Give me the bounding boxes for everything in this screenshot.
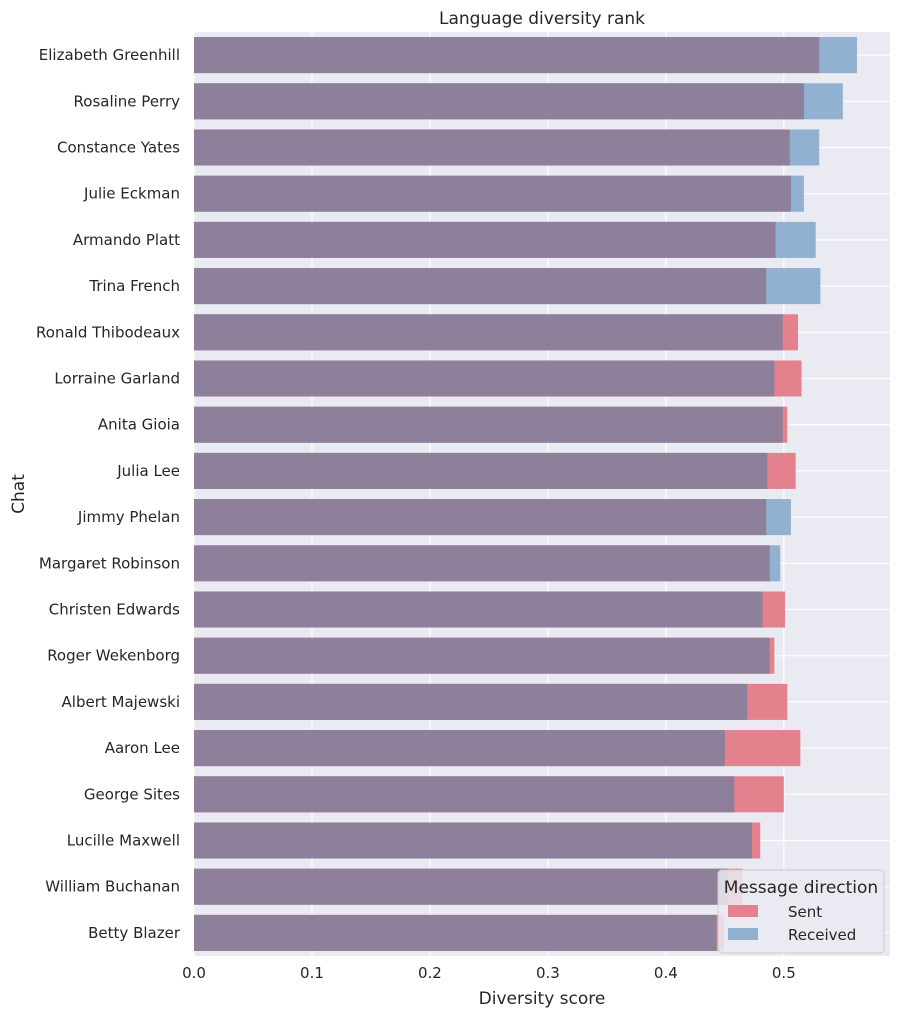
- bar-sent: [194, 545, 770, 582]
- bar-sent: [194, 221, 776, 258]
- bar-sent: [194, 175, 791, 212]
- bar-received: [194, 314, 783, 351]
- y-tick-label: Julia Lee: [116, 462, 180, 480]
- y-tick-labels: Elizabeth Greenhill Rosaline Perry Constan…: [36, 46, 181, 942]
- y-axis-title: Chat: [9, 474, 29, 514]
- y-tick-label: Betty Blazer: [88, 924, 181, 942]
- x-tick-label: 0.2: [418, 964, 442, 982]
- bar-received: [194, 406, 783, 443]
- bar-received: [194, 868, 729, 905]
- y-tick-label: Rosaline Perry: [74, 92, 181, 110]
- x-tick-label: 0.0: [182, 964, 206, 982]
- y-tick-label: Armando Platt: [73, 231, 180, 249]
- x-tick-labels: 0.0 0.1 0.2 0.3 0.4 0.5: [182, 964, 796, 982]
- legend-title: Message direction: [724, 878, 878, 898]
- bar-received: [194, 822, 752, 859]
- legend: Message direction Sent Received: [717, 869, 885, 954]
- y-tick-label: Elizabeth Greenhill: [39, 46, 180, 64]
- y-tick-label: Aaron Lee: [105, 739, 180, 757]
- x-tick-label: 0.3: [536, 964, 560, 982]
- y-tick-label: Christen Edwards: [49, 601, 180, 619]
- legend-box: [717, 869, 885, 954]
- y-tick-label: Roger Wekenborg: [47, 647, 180, 665]
- y-tick-label: Lorraine Garland: [54, 370, 180, 388]
- y-tick-label: Constance Yates: [57, 139, 180, 157]
- legend-label-received: Received: [788, 926, 856, 944]
- y-tick-label: Margaret Robinson: [39, 554, 180, 572]
- bar-received: [194, 452, 768, 489]
- plot-background: [194, 32, 890, 956]
- bars-group: [194, 37, 857, 951]
- bar-received: [194, 591, 763, 628]
- x-tick-label: 0.4: [654, 964, 678, 982]
- y-tick-label: Albert Majewski: [62, 693, 180, 711]
- legend-swatch-received: [728, 928, 758, 940]
- y-tick-label: Jimmy Phelan: [77, 508, 180, 526]
- x-tick-label: 0.1: [300, 964, 324, 982]
- y-tick-label: Julie Eckman: [83, 185, 180, 203]
- y-tick-label: Ronald Thibodeaux: [36, 323, 180, 341]
- bar-sent: [194, 499, 767, 536]
- y-tick-label: William Buchanan: [45, 878, 180, 896]
- y-tick-label: Lucille Maxwell: [67, 832, 180, 850]
- chart-title: Language diversity rank: [439, 9, 645, 29]
- legend-swatch-sent: [728, 905, 758, 917]
- x-tick-label: 0.5: [772, 964, 796, 982]
- bar-received: [194, 914, 717, 951]
- x-axis-title: Diversity score: [479, 989, 606, 1009]
- bar-sent: [194, 129, 790, 166]
- y-tick-label: Trina French: [88, 277, 180, 295]
- bar-sent: [194, 268, 767, 305]
- bar-sent: [194, 37, 820, 74]
- bar-received: [194, 360, 775, 397]
- bar-received: [194, 683, 748, 720]
- y-tick-label: Anita Gioia: [98, 416, 180, 434]
- bar-received: [194, 637, 770, 674]
- legend-label-sent: Sent: [788, 903, 822, 921]
- bar-received: [194, 776, 735, 813]
- y-tick-label: George Sites: [84, 785, 180, 803]
- bar-received: [194, 730, 725, 767]
- bar-sent: [194, 83, 804, 120]
